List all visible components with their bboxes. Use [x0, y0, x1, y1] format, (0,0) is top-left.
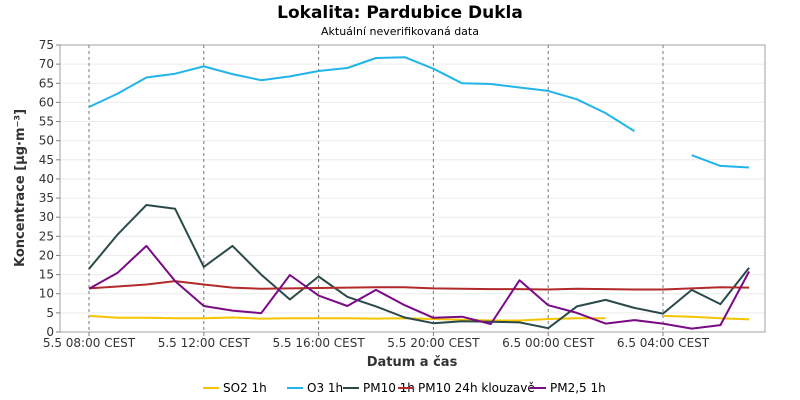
- plot-series: [88, 56, 750, 330]
- legend-label: PM2,5 1h: [550, 381, 606, 395]
- series-line-pm2-5-1h: [88, 244, 750, 330]
- x-tick-label: 6.5 04:00 CEST: [617, 336, 710, 350]
- x-axis-ticks: 5.5 08:00 CEST 5.5 12:00 CEST 5.5 16:00 CE…: [43, 332, 710, 350]
- y-tick-label: 35: [39, 191, 54, 205]
- plot-frame: [59, 44, 766, 333]
- y-tick-label: 15: [39, 268, 54, 282]
- legend: SO2 1h O3 1h PM10 1h PM10 24h klouzavě PM2,5…: [203, 381, 606, 395]
- series-line-o3-1h: [88, 56, 750, 169]
- y-tick-label: 75: [39, 38, 54, 52]
- legend-item-pm10-24h-klouzav: PM10 24h klouzavě: [398, 381, 535, 395]
- series-line-pm10-24h-klouzav: [88, 280, 750, 291]
- y-tick-label: 10: [39, 287, 54, 301]
- legend-item-o3-1h: O3 1h: [287, 381, 343, 395]
- series-line-pm10-1h: [88, 204, 750, 330]
- y-tick-label: 50: [39, 134, 54, 148]
- legend-label: O3 1h: [307, 381, 343, 395]
- y-tick-label: 55: [39, 115, 54, 129]
- legend-label: PM10 1h: [363, 381, 415, 395]
- y-tick-label: 0: [46, 325, 54, 339]
- grid: [60, 45, 765, 332]
- y-tick-label: 30: [39, 210, 54, 224]
- chart-subtitle: Aktuální neverifikovaná data: [321, 25, 479, 38]
- x-tick-label: 6.5 00:00 CEST: [502, 336, 595, 350]
- x-tick-label: 5.5 12:00 CEST: [158, 336, 251, 350]
- legend-item-pm2-5-1h: PM2,5 1h: [530, 381, 606, 395]
- y-tick-label: 45: [39, 153, 54, 167]
- legend-label: PM10 24h klouzavě: [418, 381, 535, 395]
- y-tick-label: 65: [39, 76, 54, 90]
- y-tick-label: 40: [39, 172, 54, 186]
- chart-title: Lokalita: Pardubice Dukla: [277, 3, 523, 23]
- y-axis-ticks: 0 5 10 15 20 25 30 35 40 45 50 55 60 65 70 75: [39, 38, 60, 339]
- x-axis-label: Datum a čas: [367, 355, 458, 370]
- y-tick-label: 5: [46, 306, 54, 320]
- x-tick-label: 5.5 20:00 CEST: [387, 336, 480, 350]
- series-line-so2-1h: [88, 314, 750, 322]
- y-tick-label: 70: [39, 57, 54, 71]
- legend-label: SO2 1h: [223, 381, 267, 395]
- y-axis-label: Koncentrace [µg·m⁻³]: [13, 109, 28, 267]
- legend-item-pm10-1h: PM10 1h: [343, 381, 415, 395]
- legend-item-so2-1h: SO2 1h: [203, 381, 267, 395]
- y-tick-label: 60: [39, 95, 54, 109]
- y-tick-label: 25: [39, 229, 54, 243]
- x-tick-label: 5.5 08:00 CEST: [43, 336, 136, 350]
- y-tick-label: 20: [39, 248, 54, 262]
- x-tick-label: 5.5 16:00 CEST: [272, 336, 365, 350]
